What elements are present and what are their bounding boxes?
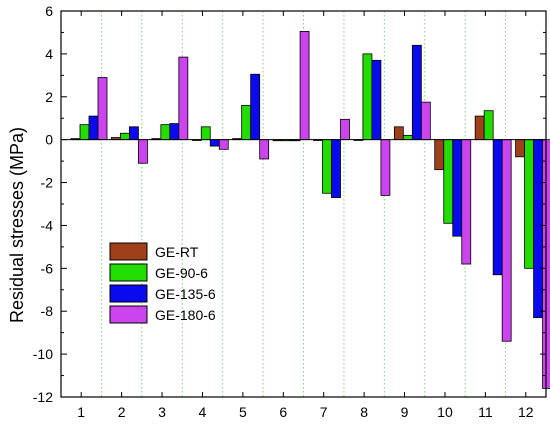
bar-ge-135-6-1: [88, 115, 99, 141]
bar-ge-90-6-11: [483, 110, 494, 141]
y-tick-label: 6: [45, 3, 53, 19]
x-tick-label: 1: [77, 404, 85, 420]
bar-ge-rt-11: [474, 115, 485, 141]
x-tick-label: 4: [199, 404, 207, 420]
bar-ge-rt-10: [434, 139, 445, 171]
x-tick-label: 6: [279, 404, 287, 420]
y-tick-label: 0: [45, 132, 53, 148]
bar-ge-135-6-11: [492, 139, 503, 276]
bar-ge-rt-9: [393, 126, 404, 141]
legend-label-ge-135-6: GE-135-6: [155, 286, 216, 302]
bar-ge-180-6-1: [97, 77, 108, 141]
bar-ge-180-6-11: [501, 139, 512, 342]
bar-ge-135-6-2: [129, 126, 139, 141]
legend-swatch-ge-rt: [109, 242, 148, 261]
y-tick-label: 2: [45, 89, 53, 105]
bar-ge-90-6-2: [120, 132, 130, 141]
bar-ge-90-6-3: [160, 124, 171, 141]
bar-ge-180-6-3: [178, 56, 189, 141]
bars-layer: [70, 30, 550, 389]
y-tick-label: -12: [33, 389, 53, 405]
bar-ge-180-6-6: [299, 30, 310, 141]
y-axis-label: Residual stresses (MPa): [7, 127, 27, 323]
y-tick-label: -2: [41, 175, 54, 191]
bar-ge-135-6-12: [533, 139, 543, 319]
bar-ge-180-6-7: [340, 118, 350, 141]
x-tick-label: 2: [118, 404, 126, 420]
bar-ge-90-6-8: [362, 53, 373, 141]
bar-ge-135-6-10: [452, 139, 463, 237]
legend: GE-RT GE-90-6 GE-135-6 GE-180-6: [109, 242, 216, 324]
x-tick-label: 5: [239, 404, 247, 420]
y-tick-label: -4: [41, 217, 54, 233]
bar-ge-180-6-9: [420, 101, 431, 141]
x-tick-label: 11: [478, 404, 493, 420]
legend-label-ge-180-6: GE-180-6: [155, 307, 216, 323]
bar-ge-135-6-3: [169, 123, 180, 141]
legend-label-ge-90-6: GE-90-6: [155, 265, 208, 281]
bar-ge-90-6-12: [524, 139, 534, 269]
grid-layer: [100, 11, 507, 397]
bar-ge-90-6-4: [200, 126, 211, 141]
legend-swatch-ge-180-6: [109, 305, 148, 324]
x-tick-label: 3: [158, 404, 166, 420]
bar-ge-90-6-1: [79, 124, 90, 141]
bar-ge-90-6-5: [241, 104, 252, 141]
x-tick-label: 9: [401, 404, 409, 420]
legend-label-ge-rt: GE-RT: [155, 244, 199, 260]
y-tick-label: -6: [41, 260, 54, 276]
bar-ge-135-6-8: [371, 59, 382, 141]
bar-ge-135-6-5: [250, 73, 261, 141]
bar-ge-180-6-2: [138, 139, 148, 164]
bar-ge-180-6-4: [218, 139, 229, 150]
bar-ge-135-6-4: [209, 139, 220, 147]
bar-ge-rt-12: [515, 139, 525, 158]
x-tick-label: 12: [518, 404, 534, 420]
legend-swatch-ge-90-6: [109, 263, 148, 282]
bar-ge-90-6-7: [322, 139, 332, 194]
y-tick-label: -10: [33, 346, 53, 362]
y-tick-label: 4: [45, 46, 53, 62]
x-tick-label: 7: [320, 404, 328, 420]
x-tick-label: 10: [437, 404, 453, 420]
bar-ge-90-6-9: [402, 134, 413, 141]
legend-swatch-ge-135-6: [109, 284, 148, 303]
bar-ge-180-6-5: [259, 139, 270, 160]
bar-ge-135-6-7: [331, 139, 341, 198]
y-tick-label: -8: [41, 303, 54, 319]
bar-ge-135-6-9: [411, 44, 422, 141]
bar-ge-180-6-8: [380, 139, 391, 196]
x-tick-label: 8: [360, 404, 368, 420]
bar-ge-90-6-10: [443, 139, 454, 224]
bar-ge-180-6-10: [461, 139, 472, 265]
